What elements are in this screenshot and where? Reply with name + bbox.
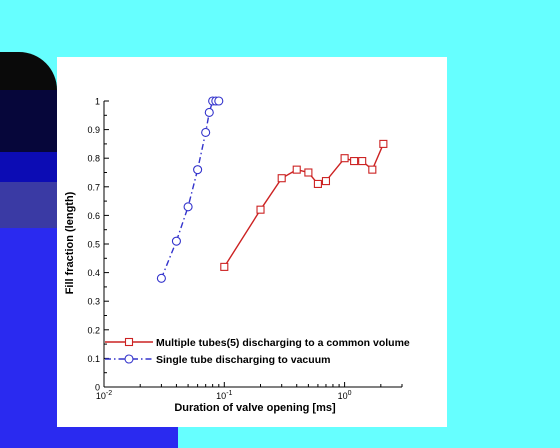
legend-label: Multiple tubes(5) discharging to a commo…: [156, 337, 410, 349]
data-point: [321, 177, 331, 186]
data-point: [368, 165, 377, 174]
y-axis-label: Fill fraction (length): [64, 191, 76, 294]
y-tick-label: 0.7: [87, 182, 100, 192]
data-point: [379, 139, 388, 148]
fill-fraction-chart: 0 0.1 0.2 0.3 0.4 0.5 0.6 0.7 0.8 0.9 1 10-2 10-1 100…: [64, 96, 410, 414]
y-tick-label: 0.9: [87, 125, 100, 135]
y-tick-label: 0.6: [87, 211, 100, 221]
data-point: [304, 168, 313, 177]
data-point: [313, 179, 322, 188]
data-point: [350, 157, 359, 166]
background-blue-band: [0, 152, 57, 182]
y-tick-label: 0.5: [87, 240, 100, 250]
data-point: [256, 205, 265, 214]
background-navy-band: [0, 90, 57, 152]
data-point: [358, 157, 367, 166]
background-bright-blue-band: [0, 228, 57, 448]
legend-label: Single tube discharging to vacuum: [156, 354, 330, 366]
background-slate-band: [0, 182, 57, 228]
axes: 0 0.1 0.2 0.3 0.4 0.5 0.6 0.7 0.8 0.9 1 10-2 10-1 100: [87, 97, 403, 401]
series-1: [220, 139, 388, 271]
legend-item-1: Multiple tubes(5) discharging to a commo…: [105, 337, 410, 349]
data-point: [171, 236, 181, 246]
legend-marker: [124, 354, 134, 364]
data-point: [277, 174, 286, 183]
legend-item-2: Single tube discharging to vacuum: [105, 354, 330, 366]
x-tick-label: 100: [338, 390, 352, 401]
data-point: [156, 273, 166, 283]
y-tick-label: 0: [95, 383, 100, 393]
background-bright-blue-band-bottom: [57, 427, 178, 448]
series-line: [160, 100, 219, 279]
y-tick-label: 0.3: [87, 297, 100, 307]
background-dark-arc: [0, 52, 57, 90]
legend-marker: [124, 337, 134, 347]
x-tick-label: 10-2: [96, 390, 112, 401]
y-tick-label: 0.1: [87, 354, 100, 364]
data-point: [214, 96, 224, 106]
series-layer: [156, 96, 388, 283]
y-tick-label: 1: [95, 97, 100, 107]
data-point: [292, 165, 301, 174]
x-tick-label: 10-1: [216, 390, 232, 401]
chart-panel: 0 0.1 0.2 0.3 0.4 0.5 0.6 0.7 0.8 0.9 1 10-2 10-1 100…: [57, 57, 447, 427]
data-point: [183, 202, 193, 212]
y-tick-label: 0.2: [87, 325, 100, 335]
data-point: [220, 262, 229, 271]
data-point: [201, 127, 211, 138]
y-tick-label: 0.8: [87, 154, 100, 164]
legend: Multiple tubes(5) discharging to a commo…: [105, 337, 410, 366]
data-point: [340, 154, 349, 163]
data-point: [193, 165, 203, 175]
data-point: [204, 107, 214, 117]
series-2: [156, 96, 224, 283]
y-tick-label: 0.4: [87, 268, 100, 278]
x-axis-label: Duration of valve opening [ms]: [174, 402, 336, 414]
